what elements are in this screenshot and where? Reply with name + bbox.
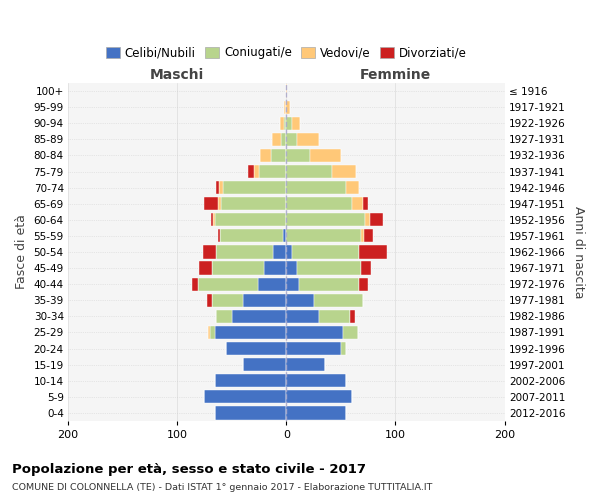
Bar [310, 149, 341, 162]
Bar [286, 310, 319, 323]
Bar [286, 165, 332, 178]
Bar [221, 197, 286, 210]
Bar [254, 165, 259, 178]
Bar [215, 374, 286, 388]
Bar [286, 149, 310, 162]
Bar [265, 262, 286, 274]
Text: COMUNE DI COLONNELLA (TE) - Dati ISTAT 1° gennaio 2017 - Elaborazione TUTTITALIA: COMUNE DI COLONNELLA (TE) - Dati ISTAT 1… [12, 484, 433, 492]
Bar [260, 149, 271, 162]
Bar [286, 246, 292, 258]
Bar [284, 100, 286, 114]
Bar [370, 213, 383, 226]
Bar [273, 246, 286, 258]
Bar [199, 262, 212, 274]
Bar [205, 197, 218, 210]
Bar [286, 406, 346, 420]
Bar [220, 230, 283, 242]
Bar [223, 181, 286, 194]
Bar [217, 181, 218, 194]
Bar [283, 230, 286, 242]
Bar [280, 116, 284, 130]
Bar [258, 278, 286, 291]
Bar [205, 390, 286, 404]
Bar [211, 213, 213, 226]
Bar [272, 132, 281, 146]
Bar [286, 213, 365, 226]
Bar [286, 294, 314, 307]
Text: Maschi: Maschi [150, 68, 204, 82]
Bar [248, 165, 254, 178]
Bar [297, 132, 319, 146]
Bar [218, 230, 220, 242]
Bar [361, 262, 371, 274]
Bar [210, 326, 215, 339]
Bar [343, 326, 358, 339]
Bar [286, 100, 290, 114]
Bar [286, 374, 346, 388]
Bar [284, 116, 286, 130]
Bar [286, 84, 287, 98]
Bar [215, 406, 286, 420]
Bar [193, 278, 198, 291]
Bar [319, 310, 350, 323]
Bar [286, 342, 341, 355]
Bar [350, 310, 355, 323]
Bar [286, 326, 343, 339]
Bar [259, 165, 286, 178]
Bar [341, 342, 346, 355]
Bar [365, 213, 370, 226]
Bar [363, 197, 368, 210]
Bar [232, 310, 286, 323]
Bar [203, 246, 217, 258]
Bar [292, 116, 301, 130]
Bar [218, 197, 221, 210]
Bar [286, 230, 361, 242]
Bar [297, 262, 361, 274]
Bar [292, 246, 359, 258]
Bar [242, 294, 286, 307]
Bar [286, 278, 299, 291]
Bar [212, 262, 265, 274]
Bar [361, 230, 364, 242]
Text: Popolazione per età, sesso e stato civile - 2017: Popolazione per età, sesso e stato civil… [12, 462, 366, 475]
Bar [359, 246, 387, 258]
Bar [352, 197, 363, 210]
Bar [271, 149, 286, 162]
Bar [198, 278, 258, 291]
Bar [242, 358, 286, 371]
Y-axis label: Fasce di età: Fasce di età [15, 214, 28, 290]
Bar [217, 310, 232, 323]
Bar [364, 230, 373, 242]
Bar [213, 213, 215, 226]
Bar [208, 326, 210, 339]
Bar [286, 358, 325, 371]
Bar [212, 294, 242, 307]
Bar [286, 197, 352, 210]
Bar [286, 116, 292, 130]
Bar [359, 278, 368, 291]
Bar [217, 246, 273, 258]
Y-axis label: Anni di nascita: Anni di nascita [572, 206, 585, 298]
Bar [286, 262, 297, 274]
Bar [286, 181, 346, 194]
Bar [215, 326, 286, 339]
Bar [226, 342, 286, 355]
Bar [206, 294, 212, 307]
Text: Femmine: Femmine [360, 68, 431, 82]
Bar [314, 294, 363, 307]
Bar [215, 213, 286, 226]
Bar [286, 132, 297, 146]
Bar [281, 132, 286, 146]
Bar [332, 165, 356, 178]
Bar [218, 181, 223, 194]
Bar [286, 390, 352, 404]
Legend: Celibi/Nubili, Coniugati/e, Vedovi/e, Divorziati/e: Celibi/Nubili, Coniugati/e, Vedovi/e, Di… [101, 42, 472, 64]
Bar [346, 181, 359, 194]
Bar [299, 278, 359, 291]
